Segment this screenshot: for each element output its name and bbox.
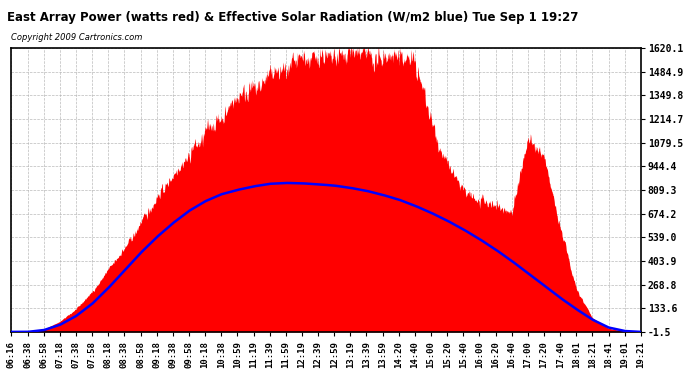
- Text: Copyright 2009 Cartronics.com: Copyright 2009 Cartronics.com: [12, 33, 143, 42]
- Text: East Array Power (watts red) & Effective Solar Radiation (W/m2 blue) Tue Sep 1 1: East Array Power (watts red) & Effective…: [7, 11, 578, 24]
